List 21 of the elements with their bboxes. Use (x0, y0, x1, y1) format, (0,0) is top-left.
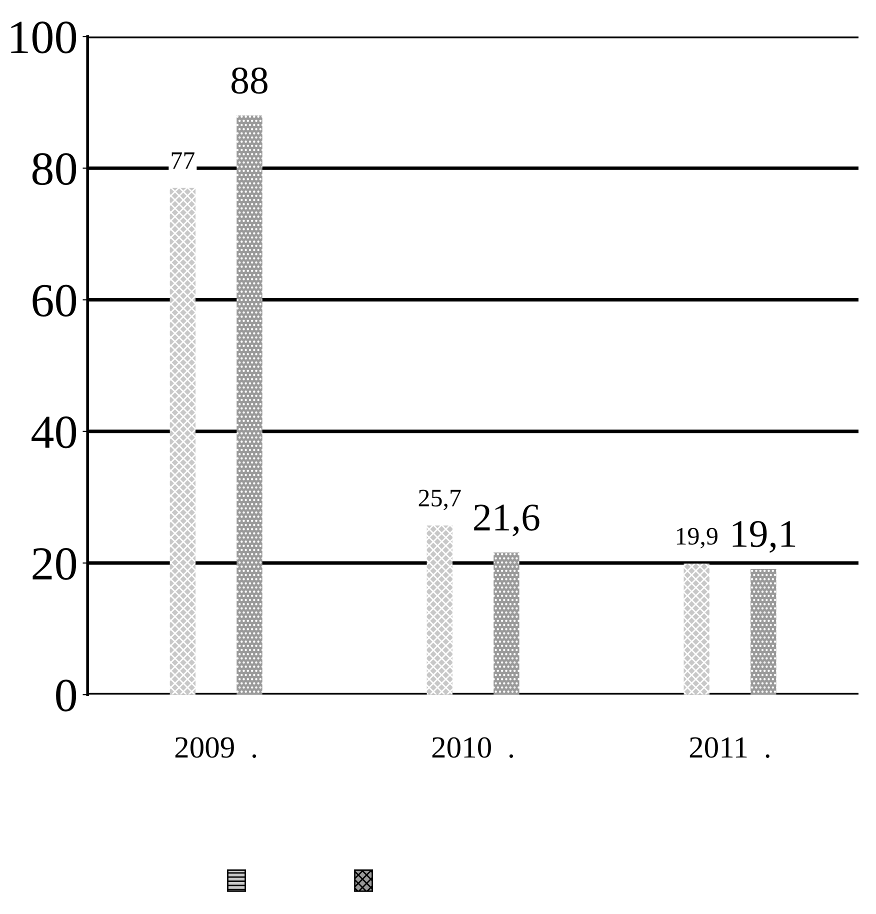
y-tick-label: 40 (32, 416, 76, 448)
bar (236, 116, 262, 695)
y-tick-label: 20 (32, 548, 76, 580)
data-label: 25,7 (418, 490, 461, 510)
data-label: 19,1 (732, 521, 796, 553)
data-label: 19,9 (676, 528, 718, 548)
x-tick-label: 2011 . (690, 737, 770, 758)
bar (426, 526, 452, 695)
data-label: 88 (232, 67, 268, 94)
data-label: 21,6 (474, 504, 540, 536)
bar (170, 188, 196, 695)
y-tick-label: 0 (56, 680, 76, 712)
bar (684, 564, 710, 695)
x-tick-label: 2010 . (432, 737, 514, 758)
y-tick-label: 80 (32, 153, 76, 186)
y-tick-label: 60 (32, 284, 76, 317)
bar (750, 568, 776, 695)
y-tick-label: 100 (11, 22, 76, 54)
data-label: 77 (172, 152, 194, 169)
x-tick-label: 2009 . (175, 737, 256, 758)
bar (494, 552, 520, 695)
